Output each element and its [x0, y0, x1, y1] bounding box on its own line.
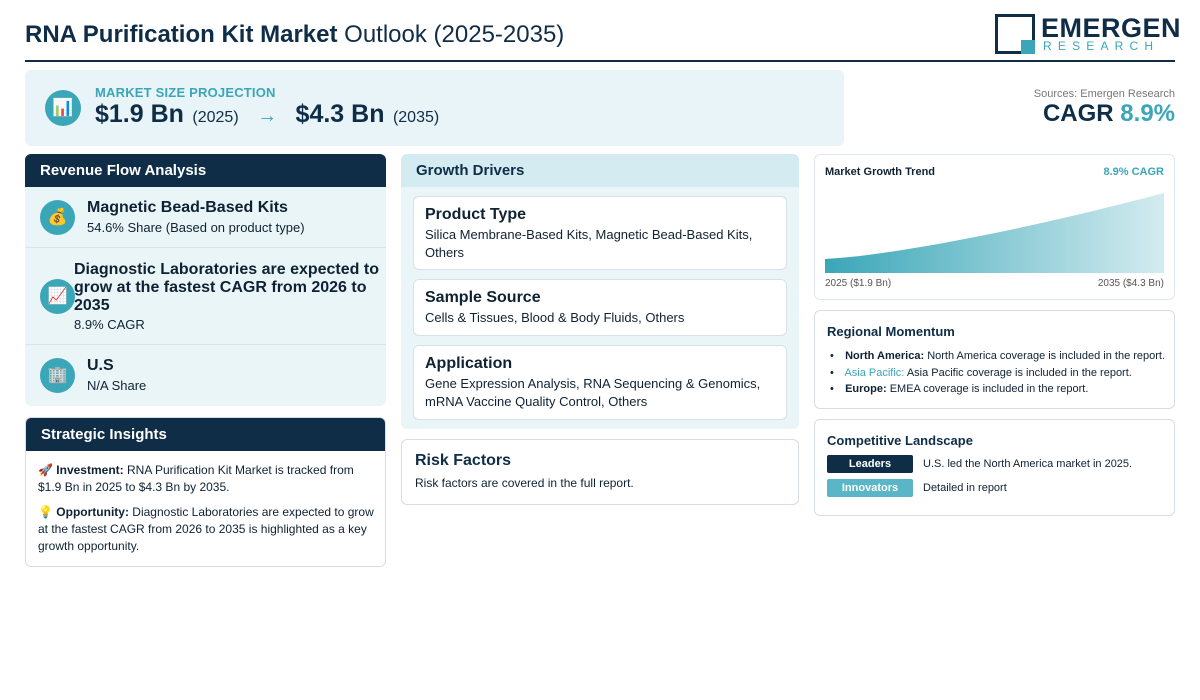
driver-card-title: Product Type [425, 206, 527, 223]
sources-note: Sources: Emergen Research [1033, 88, 1175, 100]
risk-factors-panel: Risk Factors Risk factors are covered in… [401, 439, 799, 505]
revenue-item-title: Magnetic Bead-Based Kits [87, 199, 288, 216]
growth-drivers-panel: Growth Drivers Product Type Silica Membr… [401, 154, 799, 429]
region-text: EMEA coverage is included in the report. [889, 383, 1089, 395]
insight-label: Opportunity: [56, 505, 129, 519]
cagr-label: CAGR [1042, 100, 1114, 127]
driver-card: Application Gene Expression Analysis, RN… [413, 345, 787, 420]
trend-area [825, 193, 1164, 273]
start-value: $1.9 Bn [95, 100, 184, 128]
market-size-projection: 📊 MARKET SIZE PROJECTION $1.9 Bn (2025) … [25, 70, 844, 146]
driver-card-title: Sample Source [425, 289, 541, 306]
revenue-item-title: U.S [87, 357, 114, 374]
trend-area-chart [825, 193, 1164, 273]
lightbulb-icon: 💡 [38, 505, 53, 519]
risk-factors-text: Risk factors are covered in the full rep… [415, 476, 634, 490]
driver-card-title: Application [425, 355, 513, 372]
revenue-flow-panel: Revenue Flow Analysis 💰 Magnetic Bead-Ba… [25, 154, 386, 406]
revenue-item-sub: 8.9% CAGR [74, 317, 145, 332]
revenue-item: 🏢 U.S N/A Share [25, 345, 386, 406]
page-title: RNA Purification Kit Market Outlook (202… [25, 21, 564, 49]
revenue-item-sub: N/A Share [87, 378, 147, 393]
region-label: Asia Pacific: [844, 366, 905, 379]
trend-cagr: 8.9% CAGR [1103, 166, 1164, 178]
trend-end-label: 2035 ($4.3 Bn) [1097, 278, 1164, 289]
regional-momentum-panel: Regional Momentum North America: North A… [814, 310, 1175, 409]
driver-card-text: Cells & Tissues, Blood & Body Fluids, Ot… [425, 310, 685, 325]
driver-card-text: Gene Expression Analysis, RNA Sequencing… [425, 376, 761, 409]
revenue-item-sub: 54.6% Share (Based on product type) [87, 220, 305, 235]
leaders-text: U.S. led the North America market in 202… [923, 458, 1133, 470]
regional-list: North America: North America coverage is… [827, 348, 1165, 398]
risk-factors-title: Risk Factors [415, 452, 512, 469]
cagr-value: 8.9% [1120, 100, 1175, 127]
projection-label: MARKET SIZE PROJECTION [95, 85, 276, 100]
driver-card: Sample Source Cells & Tissues, Blood & B… [413, 279, 787, 336]
strategic-insights-title: Strategic Insights [26, 418, 385, 451]
region-text: North America coverage is included in th… [927, 350, 1166, 362]
emergen-logo: EMERGEN RESEARCH [995, 13, 1181, 56]
competitive-landscape-title: Competitive Landscape [827, 433, 973, 448]
region-item: Europe: EMEA coverage is included in the… [827, 381, 1165, 398]
logo-sub: RESEARCH [1043, 39, 1160, 53]
region-text: Asia Pacific coverage is included in the… [906, 366, 1132, 379]
insight-text: RNA Purification Kit Market is tracked f… [38, 463, 354, 494]
region-label: Europe: [845, 383, 887, 395]
market-growth-trend-panel: Market Growth Trend 8.9% CAGR 2025 ($1.9… [814, 154, 1175, 300]
revenue-flow-title: Revenue Flow Analysis [25, 154, 386, 187]
cagr-headline: CAGR 8.9% [1043, 100, 1175, 128]
regional-momentum-title: Regional Momentum [827, 324, 955, 339]
region-label: North America: [845, 350, 925, 362]
end-value: $4.3 Bn [295, 100, 385, 128]
money-bag-icon: 💰 [40, 200, 75, 235]
start-year: (2025) [192, 109, 239, 126]
insight-investment: 🚀 Investment: RNA Purification Kit Marke… [38, 462, 374, 496]
end-year: (2035) [392, 109, 440, 126]
page-header: RNA Purification Kit Market Outlook (202… [25, 0, 1181, 62]
driver-card: Product Type Silica Membrane-Based Kits,… [413, 196, 787, 270]
insight-opportunity: 💡 Opportunity: Diagnostic Laboratories a… [38, 504, 374, 555]
trending-up-icon: 📈 [40, 279, 75, 314]
strategic-insights-panel: Strategic Insights 🚀 Investment: RNA Pur… [25, 417, 386, 567]
driver-card-text: Silica Membrane-Based Kits, Magnetic Bea… [425, 227, 753, 260]
projection-values: $1.9 Bn (2025) → $4.3 Bn (2035) [95, 100, 439, 129]
revenue-item: 💰 Magnetic Bead-Based Kits 54.6% Share (… [25, 187, 386, 248]
growth-drivers-title: Growth Drivers [401, 154, 799, 187]
innovators-text: Detailed in report [923, 482, 1007, 494]
logo-name: EMERGEN [1041, 13, 1182, 43]
logo-mark-icon [995, 14, 1035, 54]
arrow-right-icon: → [257, 105, 278, 127]
region-item: North America: North America coverage is… [827, 348, 1165, 365]
trend-title: Market Growth Trend [825, 166, 936, 178]
innovators-badge: Innovators [827, 479, 913, 497]
revenue-item: 📈 Diagnostic Laboratories are expected t… [25, 248, 386, 345]
building-icon: 🏢 [40, 358, 75, 393]
leaders-badge: Leaders [827, 455, 913, 473]
insight-label: Investment: [56, 463, 124, 477]
trend-start-label: 2025 ($1.9 Bn) [825, 278, 892, 289]
title-bold: RNA Purification Kit Market [25, 21, 338, 48]
revenue-item-title: Diagnostic Laboratories are expected to … [74, 261, 379, 314]
title-rest: Outlook (2025-2035) [344, 21, 565, 48]
insight-text: Diagnostic Laboratories are expected to … [38, 505, 374, 553]
bar-chart-icon: 📊 [45, 90, 81, 126]
rocket-icon: 🚀 [38, 463, 53, 477]
region-item: Asia Pacific: Asia Pacific coverage is i… [827, 365, 1165, 382]
competitive-landscape-panel: Competitive Landscape Leaders U.S. led t… [814, 419, 1175, 516]
